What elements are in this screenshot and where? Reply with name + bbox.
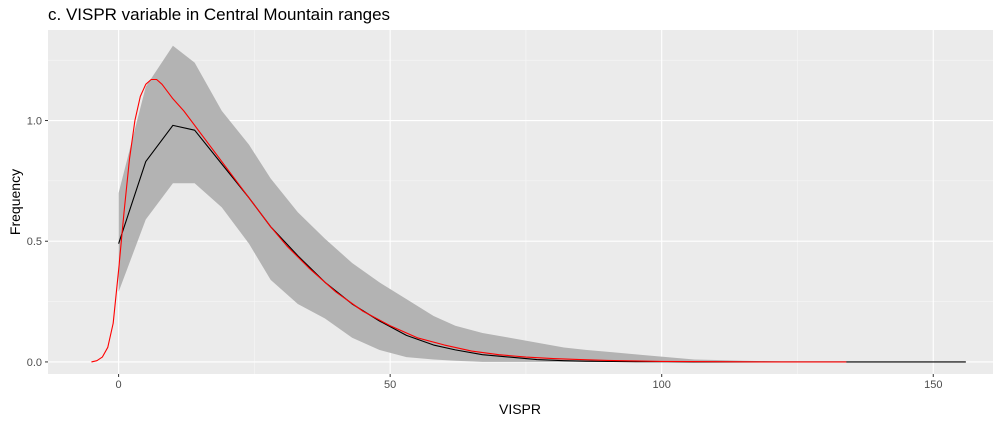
confidence-band: [118, 45, 798, 362]
x-tick-label: 50: [384, 379, 396, 391]
tick-layer: 0 50 100 150 0.0 0.5 1.0: [27, 116, 943, 391]
y-tick-label: 0.0: [27, 357, 42, 369]
y-tick-label: 0.5: [27, 236, 42, 248]
series-line-red: [91, 78, 847, 363]
chart-title: c. VISPR variable in Central Mountain ra…: [48, 5, 391, 24]
x-tick-label: 0: [116, 379, 122, 391]
y-tick-label: 1.0: [27, 116, 42, 128]
x-axis-title: VISPR: [499, 401, 541, 417]
series-layer: [91, 78, 966, 363]
y-axis-title: Frequency: [7, 169, 23, 235]
confidence-band-layer: [118, 45, 798, 362]
x-tick-label: 100: [653, 379, 671, 391]
x-tick-label: 150: [924, 379, 942, 391]
